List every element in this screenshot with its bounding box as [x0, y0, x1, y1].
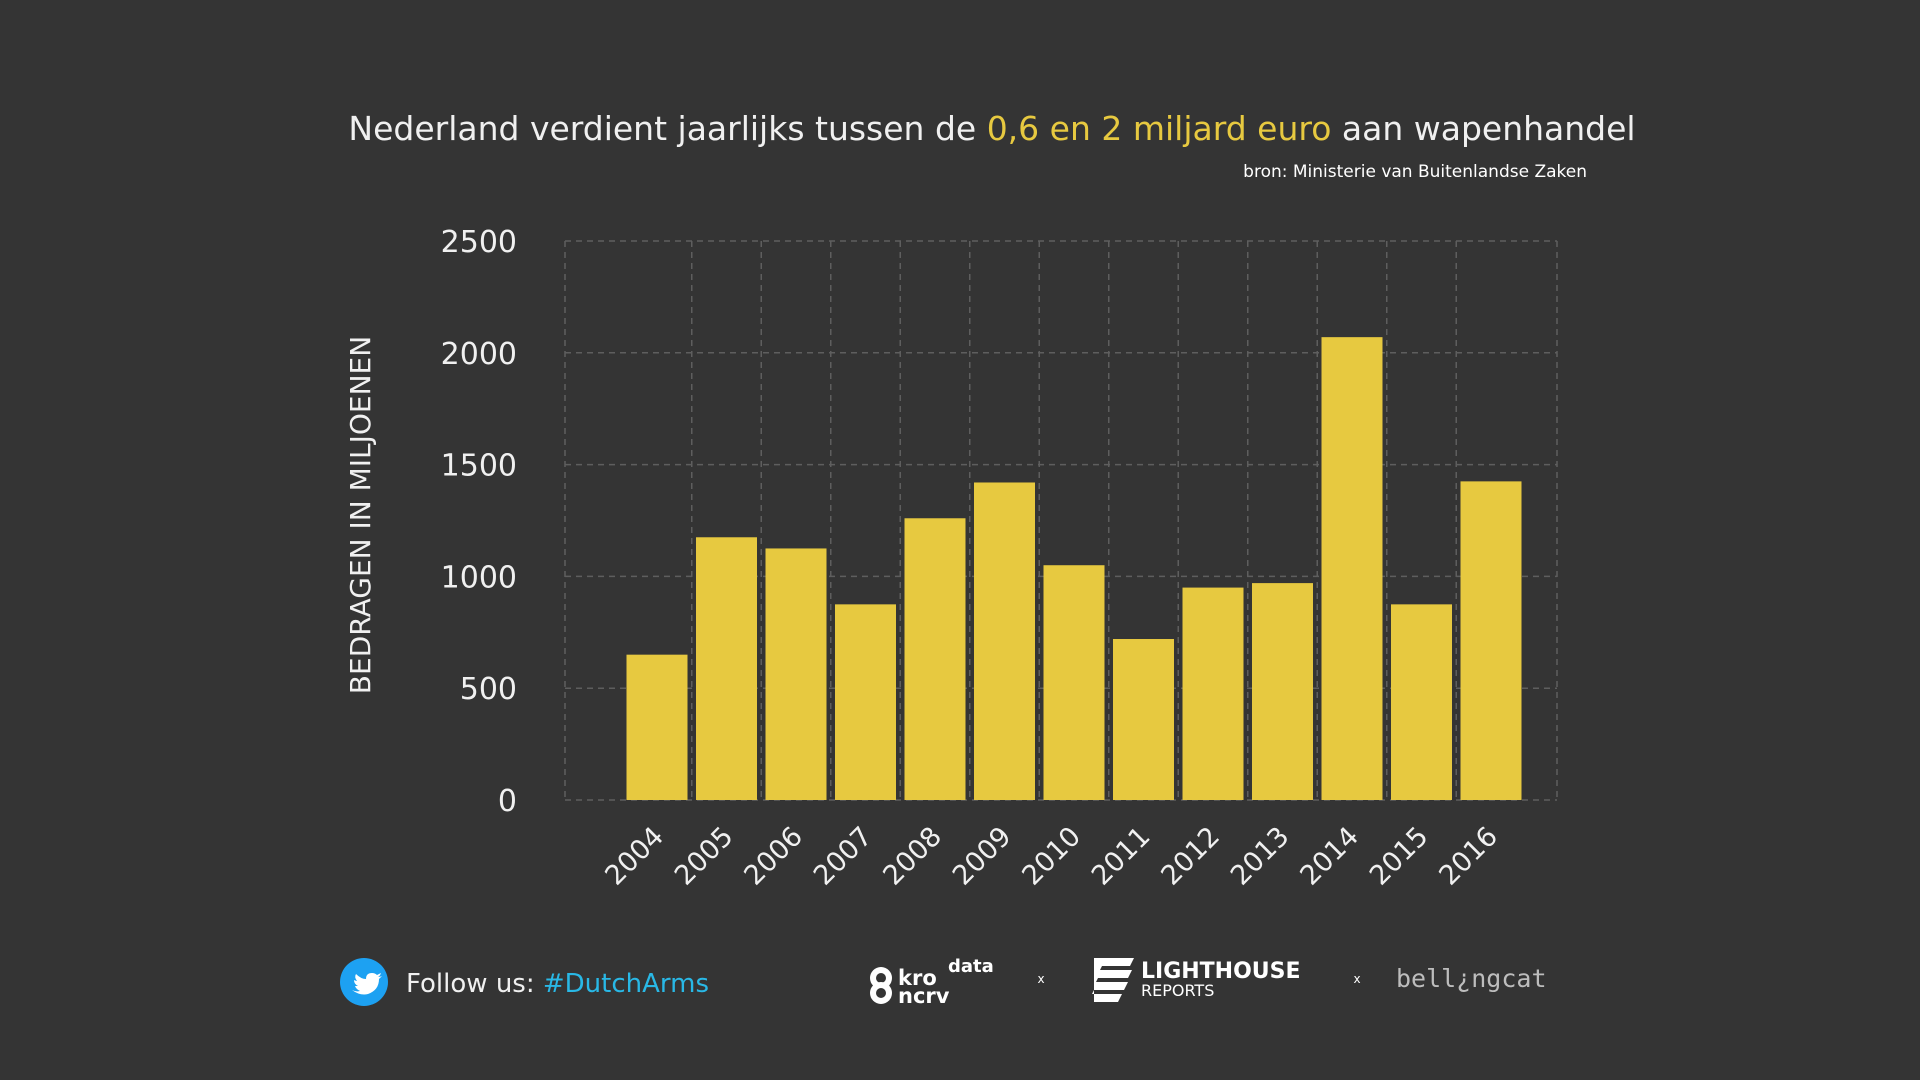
x-tick-label: 2016 — [1433, 821, 1504, 892]
bar-2016 — [1460, 481, 1522, 800]
hashtag-link[interactable]: #DutchArms — [543, 969, 709, 999]
y-axis-label: BEDRAGEN IN MILJOENEN — [344, 336, 377, 694]
follow-us-text: Follow us: #DutchArms — [406, 969, 709, 999]
bar-2013 — [1252, 583, 1313, 800]
x-tick-label: 2012 — [1155, 821, 1226, 892]
x-tick-label: 2008 — [877, 821, 948, 892]
x-tick-label: 2009 — [947, 821, 1018, 892]
x-tick-labels: 2004200520062007200820092010201120122013… — [599, 821, 1504, 892]
y-tick-label: 2500 — [441, 225, 517, 260]
lighthouse-reports-logo: LIGHTHOUSE REPORTS — [1092, 958, 1301, 1002]
bar-2011 — [1113, 639, 1174, 800]
bar-2004 — [626, 654, 688, 800]
bar-2009 — [974, 482, 1035, 800]
kro-logo-dot-cut — [876, 973, 886, 983]
bars — [626, 337, 1522, 800]
x-tick-label: 2010 — [1016, 821, 1087, 892]
x-tick-label: 2015 — [1364, 821, 1435, 892]
bar-2008 — [904, 518, 966, 800]
logo-separator-2: x — [1353, 972, 1360, 986]
kro-text: kro — [898, 966, 937, 990]
ncrv-logo-dot-cut — [876, 988, 886, 998]
bar-2007 — [835, 604, 896, 800]
bar-2010 — [1043, 565, 1105, 800]
bellingcat-logo: bell¿ngcat — [1396, 964, 1547, 993]
y-tick-label: 2000 — [441, 337, 517, 372]
kro-data-text: data — [948, 956, 994, 977]
bar-2012 — [1182, 587, 1244, 800]
y-tick-label: 500 — [460, 672, 517, 707]
x-tick-label: 2014 — [1294, 821, 1365, 892]
kro-ncrv-logo: kro ncrv data — [870, 956, 994, 1008]
bar-2006 — [765, 548, 827, 800]
source-note: bron: Ministerie van Buitenlandse Zaken — [1243, 162, 1587, 182]
chart-title: Nederland verdient jaarlijks tussen de 0… — [348, 109, 1635, 148]
title-suffix: aan wapenhandel — [1331, 109, 1635, 148]
y-tick-label: 1000 — [441, 560, 517, 595]
y-tick-labels: 0 500 1000 1500 2000 2500 — [441, 225, 517, 819]
twitter-follow[interactable] — [340, 958, 388, 1006]
x-tick-label: 2004 — [599, 821, 670, 892]
twitter-bird-shape — [352, 973, 382, 995]
lighthouse-mark-icon — [1092, 958, 1134, 1002]
logo-separator-1: x — [1037, 972, 1044, 986]
bar-2005 — [696, 537, 757, 800]
y-tick-label: 1500 — [441, 449, 517, 484]
follow-label: Follow us: — [406, 969, 543, 999]
bar-2014 — [1321, 337, 1383, 800]
ncrv-text: ncrv — [898, 984, 950, 1008]
x-tick-label: 2011 — [1086, 821, 1157, 892]
y-tick-label: 0 — [498, 784, 517, 819]
x-tick-label: 2005 — [669, 821, 740, 892]
bar-2015 — [1391, 604, 1452, 800]
grid-lines — [564, 240, 1558, 801]
x-tick-label: 2006 — [738, 821, 809, 892]
lighthouse-text: LIGHTHOUSE — [1141, 959, 1301, 984]
x-tick-label: 2013 — [1225, 821, 1296, 892]
x-tick-label: 2007 — [808, 821, 879, 892]
title-highlight: 0,6 en 2 miljard euro — [987, 109, 1332, 148]
reports-text: REPORTS — [1141, 981, 1214, 1000]
title-prefix: Nederland verdient jaarlijks tussen de — [348, 109, 986, 148]
